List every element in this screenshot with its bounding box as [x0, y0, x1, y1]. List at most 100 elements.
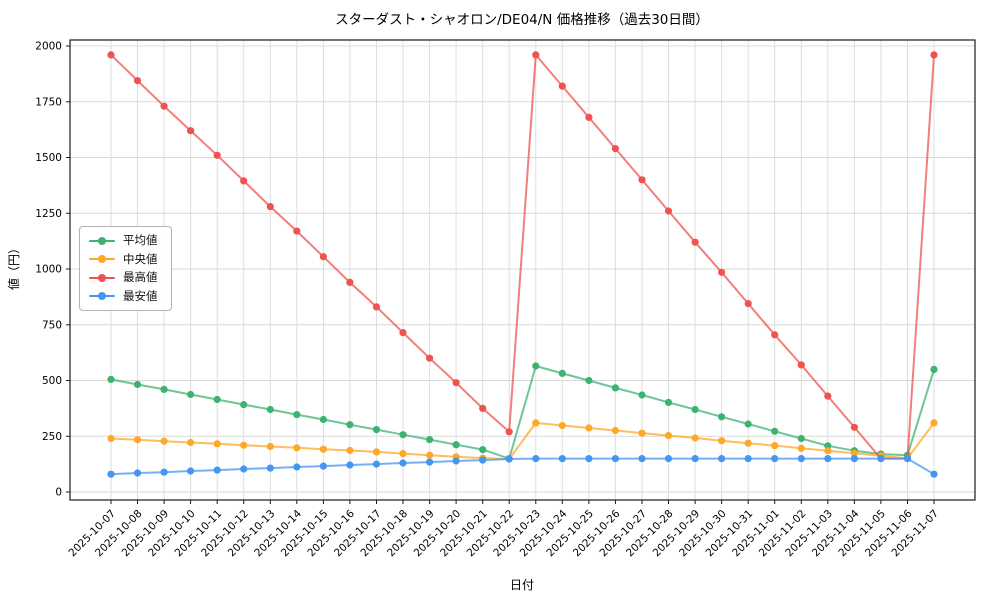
- y-tick-label: 2000: [35, 41, 62, 53]
- series-median-point: [319, 445, 327, 453]
- plot-border: [69, 39, 976, 501]
- series-min-point: [452, 457, 460, 465]
- series-max-point: [240, 177, 248, 185]
- series-min-point: [479, 456, 487, 464]
- series-max-point: [930, 51, 938, 59]
- x-axis-label: 日付: [510, 578, 534, 592]
- series-min-point: [160, 468, 168, 476]
- series-average-point: [346, 421, 354, 429]
- series-average-point: [585, 376, 593, 385]
- series-max-point: [372, 303, 381, 311]
- series-max: [107, 51, 938, 463]
- series-max-line: [110, 53, 935, 460]
- series-average-point: [160, 385, 168, 393]
- series-average-point: [558, 369, 566, 377]
- series-median-point: [346, 446, 354, 455]
- series-average-point: [744, 420, 752, 428]
- legend-item-median: 中央値: [89, 251, 158, 266]
- series-min-point: [691, 455, 699, 463]
- series-min-point: [293, 463, 301, 471]
- series-average-point: [399, 431, 407, 439]
- series-median-point: [744, 439, 752, 447]
- series-min-point: [133, 469, 142, 477]
- series-max-point: [585, 113, 593, 121]
- series-average-point: [293, 411, 301, 419]
- series-median-point: [611, 426, 620, 435]
- legend-label: 最高値: [123, 270, 158, 284]
- legend-line-marker-icon: [89, 273, 115, 282]
- series-average-point: [797, 434, 805, 443]
- series-average-point: [187, 390, 195, 399]
- series-max-point: [744, 300, 752, 308]
- legend-line-marker-icon: [89, 236, 115, 245]
- series-average-line: [110, 365, 935, 460]
- series-average-point: [266, 405, 274, 414]
- series-median-point: [824, 447, 832, 455]
- y-tick-label: 500: [42, 375, 62, 387]
- legend-line-marker-icon: [89, 292, 115, 301]
- series-max-point: [558, 82, 566, 90]
- series-median-point: [160, 437, 168, 445]
- series-max-point: [797, 361, 805, 369]
- series-median-point: [107, 434, 115, 443]
- series-average-point: [718, 413, 726, 421]
- y-tick-label: 250: [42, 431, 62, 443]
- chart-series: [107, 51, 938, 478]
- series-min-point: [718, 455, 726, 463]
- series-min: [107, 455, 938, 478]
- chart-legend: 平均値中央値最高値最安値: [79, 226, 172, 311]
- series-average-point: [638, 391, 646, 399]
- series-median-point: [850, 449, 859, 457]
- series-max-point: [452, 379, 460, 387]
- series-median-point: [797, 444, 805, 452]
- legend-label: 平均値: [123, 233, 158, 247]
- chart-title: スターダスト・シャオロン/DE04/N 価格推移（過去30日間）: [335, 12, 709, 28]
- series-average-point: [532, 362, 540, 370]
- y-tick-label: 1250: [35, 208, 62, 220]
- series-median-point: [638, 429, 646, 437]
- legend-line-marker-icon: [89, 255, 115, 264]
- legend-label: 最安値: [123, 288, 158, 303]
- series-max-point: [319, 253, 327, 261]
- series-max-point: [133, 77, 142, 85]
- series-min-point: [850, 455, 859, 463]
- series-median-point: [213, 440, 221, 448]
- series-median-point: [664, 432, 673, 440]
- series-min-point: [399, 459, 407, 467]
- series-max-point: [611, 145, 620, 153]
- series-average-point: [611, 384, 620, 392]
- series-average-point: [372, 426, 381, 434]
- series-min-point: [426, 458, 434, 466]
- series-median-point: [293, 444, 301, 452]
- series-min-point: [505, 455, 513, 463]
- legend-label: 中央値: [123, 251, 158, 266]
- series-min-line: [110, 457, 935, 476]
- series-max-point: [213, 151, 221, 159]
- series-average-point: [664, 398, 673, 406]
- series-min-point: [877, 455, 885, 463]
- series-median-point: [558, 421, 566, 430]
- series-max-point: [346, 278, 354, 286]
- series-min-point: [187, 467, 195, 475]
- series-average-point: [319, 415, 327, 424]
- series-min-point: [240, 465, 248, 473]
- legend-item-min: 最安値: [89, 288, 158, 303]
- y-tick-label: 1750: [35, 96, 62, 108]
- series-max-point: [426, 354, 434, 362]
- series-median-point: [266, 442, 274, 451]
- series-max-point: [160, 102, 168, 110]
- series-median-point: [930, 419, 938, 427]
- series-average-point: [213, 395, 221, 404]
- series-min-point: [213, 466, 221, 474]
- series-median-point: [426, 451, 434, 459]
- series-min-point: [930, 470, 938, 478]
- y-tick-label: 1500: [35, 152, 62, 164]
- legend-item-average: 平均値: [89, 233, 158, 247]
- series-average-point: [240, 401, 248, 409]
- series-average-point: [133, 380, 142, 389]
- series-max-point: [479, 404, 487, 412]
- series-average-point: [426, 436, 434, 444]
- series-median-point: [771, 442, 779, 450]
